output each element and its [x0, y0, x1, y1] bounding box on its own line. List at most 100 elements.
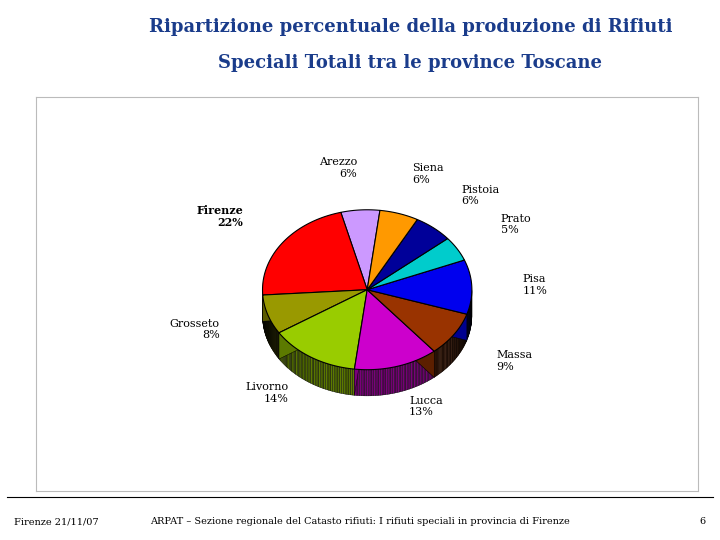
- Polygon shape: [341, 210, 380, 290]
- Polygon shape: [314, 359, 315, 386]
- Polygon shape: [338, 367, 340, 393]
- Polygon shape: [349, 368, 351, 395]
- Polygon shape: [356, 369, 358, 395]
- Polygon shape: [384, 368, 386, 395]
- Polygon shape: [440, 347, 441, 374]
- Polygon shape: [302, 352, 303, 379]
- Polygon shape: [430, 353, 431, 380]
- Polygon shape: [418, 359, 420, 386]
- Polygon shape: [307, 355, 309, 382]
- Polygon shape: [353, 369, 354, 395]
- Polygon shape: [334, 366, 336, 392]
- Polygon shape: [354, 369, 356, 395]
- Text: Speciali Totali tra le province Toscane: Speciali Totali tra le province Toscane: [218, 54, 603, 72]
- Polygon shape: [433, 351, 434, 378]
- Polygon shape: [279, 290, 367, 359]
- Polygon shape: [281, 335, 282, 362]
- Polygon shape: [343, 368, 345, 394]
- Polygon shape: [409, 362, 410, 389]
- Polygon shape: [434, 350, 435, 377]
- Polygon shape: [389, 368, 391, 394]
- Polygon shape: [305, 354, 306, 381]
- Polygon shape: [387, 368, 389, 394]
- Polygon shape: [360, 369, 361, 396]
- Polygon shape: [361, 369, 363, 396]
- Polygon shape: [424, 356, 426, 383]
- Polygon shape: [445, 343, 446, 370]
- Polygon shape: [374, 369, 375, 396]
- Polygon shape: [400, 366, 401, 392]
- Polygon shape: [431, 352, 433, 379]
- Polygon shape: [450, 338, 451, 365]
- Polygon shape: [317, 360, 319, 387]
- Polygon shape: [410, 362, 413, 389]
- Polygon shape: [413, 361, 414, 388]
- Text: Arezzo
6%: Arezzo 6%: [319, 158, 357, 179]
- Polygon shape: [417, 360, 418, 386]
- Polygon shape: [443, 344, 444, 371]
- Polygon shape: [320, 361, 322, 388]
- Polygon shape: [292, 345, 293, 373]
- Polygon shape: [397, 366, 400, 393]
- Polygon shape: [288, 342, 289, 369]
- Polygon shape: [263, 290, 367, 321]
- Polygon shape: [312, 358, 314, 384]
- Polygon shape: [415, 360, 417, 387]
- Polygon shape: [283, 338, 284, 365]
- Text: Livorno
14%: Livorno 14%: [245, 382, 288, 403]
- Polygon shape: [354, 290, 434, 370]
- Text: Massa
9%: Massa 9%: [496, 350, 532, 372]
- Polygon shape: [391, 367, 392, 394]
- Polygon shape: [294, 347, 296, 374]
- Polygon shape: [442, 345, 443, 372]
- Polygon shape: [404, 364, 406, 391]
- Polygon shape: [289, 343, 290, 370]
- Polygon shape: [441, 346, 442, 373]
- Polygon shape: [438, 347, 440, 374]
- Polygon shape: [354, 290, 367, 395]
- Polygon shape: [358, 369, 360, 396]
- Polygon shape: [379, 369, 381, 395]
- Polygon shape: [280, 334, 281, 361]
- Polygon shape: [324, 362, 325, 389]
- Polygon shape: [287, 341, 288, 368]
- Polygon shape: [396, 366, 397, 393]
- Polygon shape: [279, 290, 367, 359]
- Polygon shape: [303, 353, 305, 380]
- Polygon shape: [367, 260, 472, 314]
- Polygon shape: [420, 358, 421, 385]
- Polygon shape: [347, 368, 349, 395]
- Polygon shape: [367, 290, 434, 377]
- Polygon shape: [427, 354, 428, 381]
- Polygon shape: [428, 354, 430, 381]
- Polygon shape: [279, 333, 280, 360]
- Polygon shape: [315, 359, 317, 386]
- Polygon shape: [306, 355, 307, 382]
- Text: Firenze 21/11/07: Firenze 21/11/07: [14, 517, 99, 526]
- Polygon shape: [263, 290, 367, 321]
- Polygon shape: [263, 212, 367, 295]
- Polygon shape: [286, 340, 287, 367]
- Polygon shape: [375, 369, 377, 396]
- Polygon shape: [330, 364, 333, 391]
- Polygon shape: [381, 369, 382, 395]
- Polygon shape: [448, 340, 449, 367]
- Polygon shape: [319, 361, 320, 387]
- Text: Pisa
11%: Pisa 11%: [523, 274, 547, 296]
- Text: Firenze
22%: Firenze 22%: [197, 205, 243, 228]
- Polygon shape: [367, 290, 467, 351]
- Polygon shape: [328, 363, 329, 390]
- Polygon shape: [363, 370, 365, 396]
- Text: ARPAT – Sezione regionale del Catasto rifiuti: I rifiuti speciali in provincia d: ARPAT – Sezione regionale del Catasto ri…: [150, 517, 570, 526]
- Polygon shape: [310, 357, 312, 384]
- Polygon shape: [322, 362, 324, 389]
- Polygon shape: [369, 370, 370, 396]
- Polygon shape: [408, 363, 409, 390]
- Text: Ripartizione percentuale della produzione di Rifiuti: Ripartizione percentuale della produzion…: [148, 18, 672, 36]
- Polygon shape: [309, 356, 310, 383]
- Polygon shape: [354, 290, 367, 395]
- Polygon shape: [444, 343, 445, 370]
- Polygon shape: [421, 357, 423, 384]
- Polygon shape: [341, 367, 343, 394]
- Polygon shape: [367, 290, 467, 340]
